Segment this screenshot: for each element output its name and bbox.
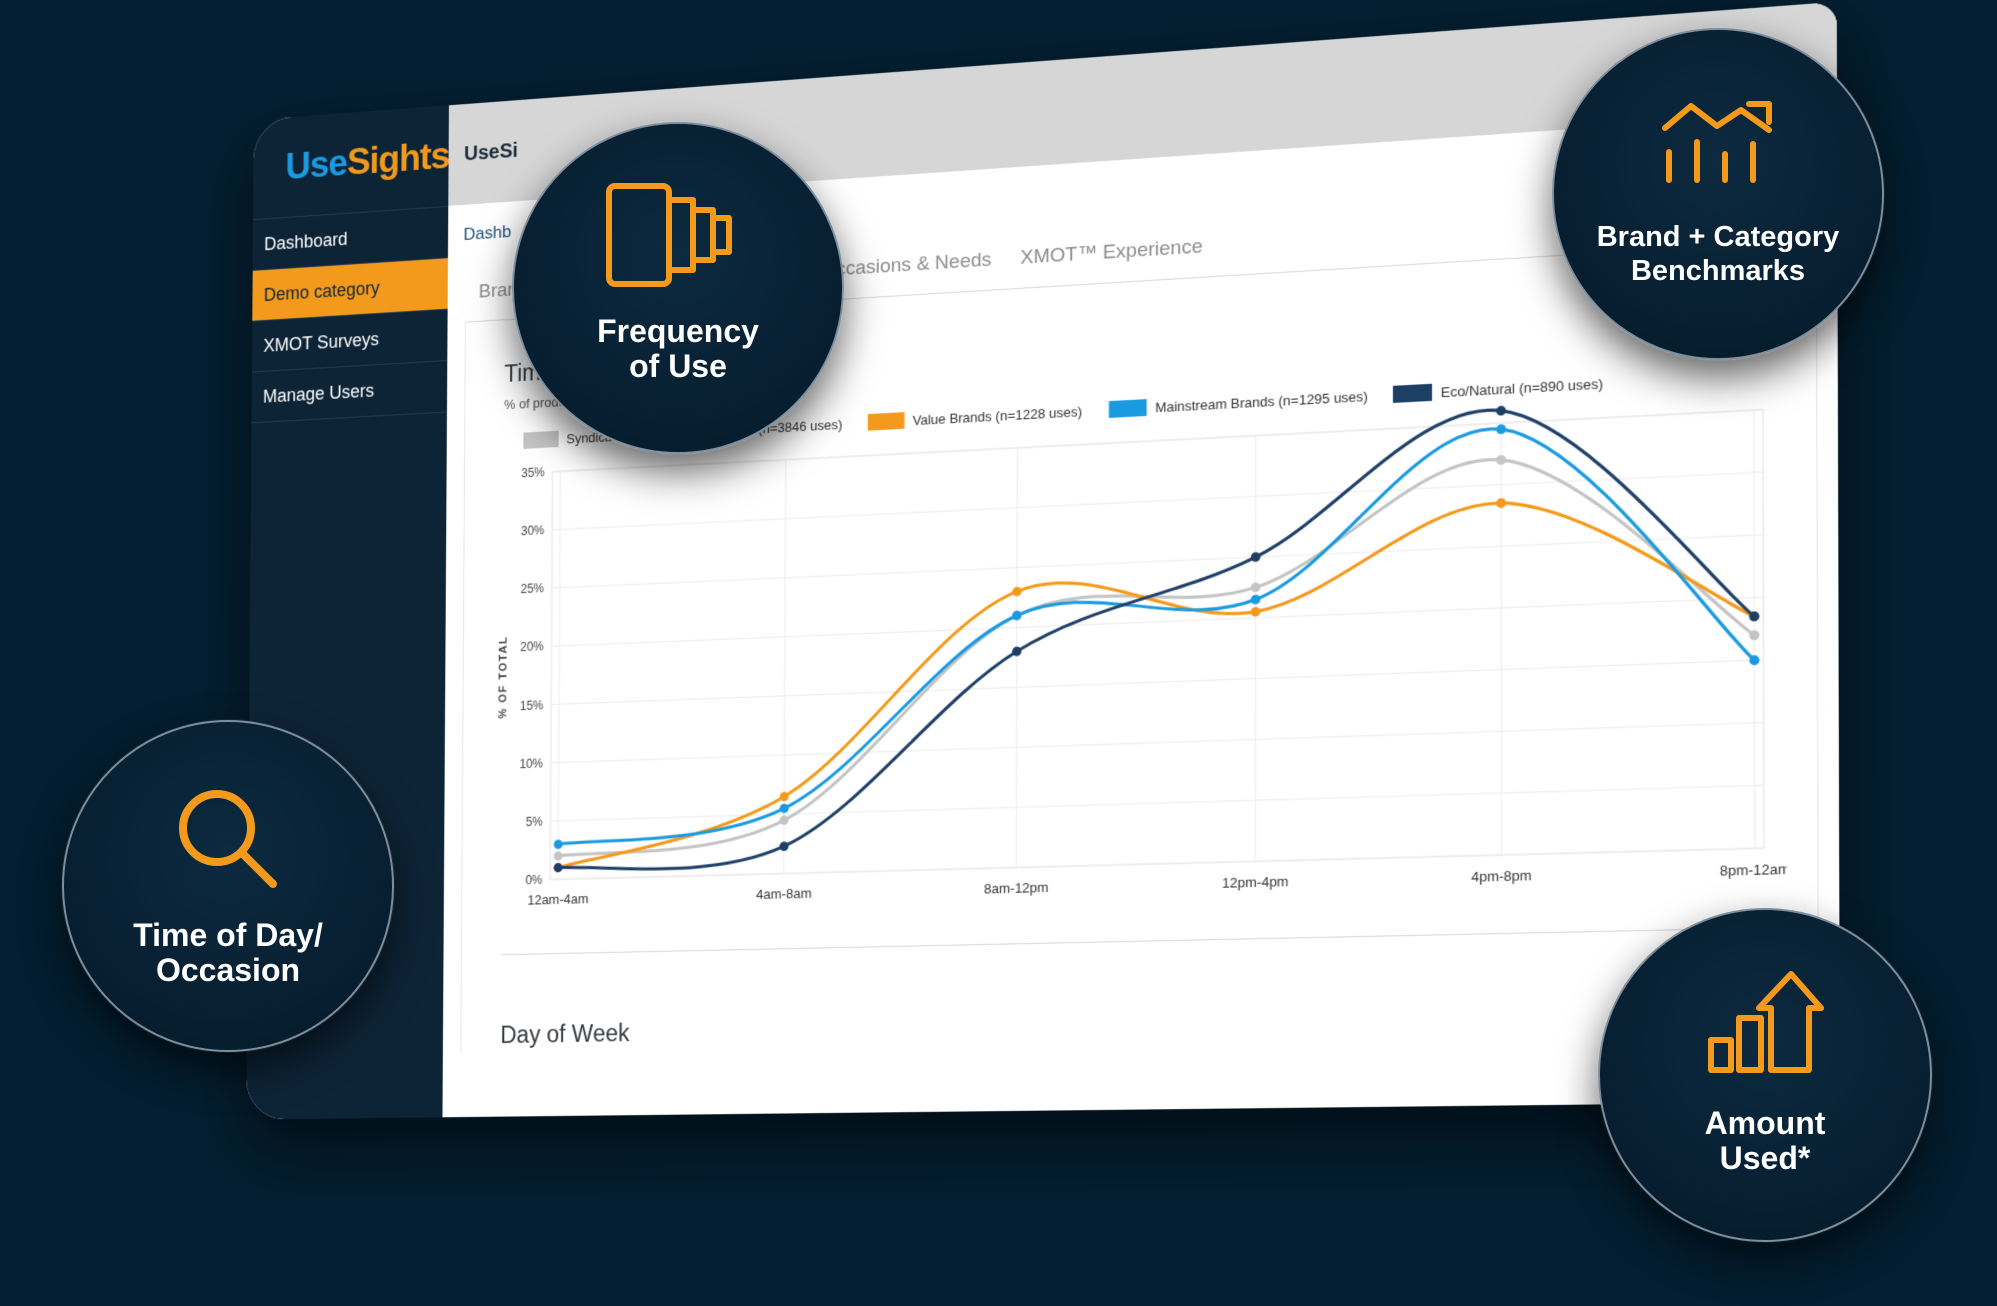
data-point — [780, 792, 789, 802]
y-tick-label: 10% — [519, 756, 543, 771]
day-of-week-title: Day of Week — [500, 1019, 629, 1049]
growth-arrow-icon — [1705, 968, 1825, 1078]
data-point — [1496, 498, 1506, 508]
x-gridline — [1754, 410, 1755, 848]
series-line — [558, 447, 1755, 856]
legend-swatch — [1109, 399, 1147, 418]
data-point — [554, 840, 563, 849]
logo-part-use: Use — [285, 142, 347, 188]
feature-time-of-day-occasion: Time of Day/ Occasion — [62, 720, 394, 1052]
usesights-logo[interactable]: Use Sights — [253, 105, 449, 220]
data-point — [1012, 587, 1021, 597]
data-point — [1496, 424, 1506, 434]
section-divider — [501, 927, 1772, 955]
x-gridline — [558, 471, 560, 879]
data-point — [1251, 607, 1261, 617]
feature-benchmarks-label: Brand + Category Benchmarks — [1554, 220, 1882, 288]
y-gridline — [551, 660, 1763, 705]
data-point — [554, 851, 563, 860]
x-gridline — [1016, 448, 1017, 868]
feature-frequency-of-use: Frequency of Use — [512, 122, 844, 454]
y-tick-label: 5% — [526, 814, 543, 829]
legend-swatch — [868, 412, 905, 431]
data-point — [1251, 582, 1261, 592]
logo-part-sights: Sights — [347, 134, 450, 183]
y-gridline — [552, 597, 1764, 646]
y-tick-label: 25% — [521, 581, 545, 596]
x-tick-label: 8pm-12am — [1720, 861, 1787, 879]
feature-frequency-line1: Frequency — [514, 314, 842, 349]
data-point — [779, 841, 788, 851]
x-tick-label: 4am-8am — [756, 885, 811, 902]
feature-time-of-day-line1: Time of Day/ — [64, 918, 392, 953]
data-point — [1012, 611, 1021, 621]
x-tick-label: 8am-12pm — [984, 879, 1049, 896]
feature-brand-category-benchmarks: Brand + Category Benchmarks — [1552, 28, 1884, 360]
data-point — [780, 815, 789, 825]
legend-label: Eco/Natural (n=890 uses) — [1441, 376, 1603, 401]
window-title: UseSi — [464, 139, 518, 166]
legend-label: Value Brands (n=1228 uses) — [913, 404, 1082, 429]
y-tick-label: 35% — [521, 465, 545, 481]
y-gridline — [552, 535, 1763, 588]
sidebar-item-manage-users[interactable]: Manage Users — [251, 361, 447, 423]
plot-frame — [550, 410, 1764, 880]
data-point — [1496, 406, 1506, 416]
data-point — [1012, 647, 1021, 657]
data-point — [1496, 455, 1506, 465]
feature-benchmarks-line1: Brand + Category — [1554, 220, 1882, 254]
breadcrumb-dashboard[interactable]: Dashb — [463, 222, 511, 245]
feature-frequency-label: Frequency of Use — [514, 314, 842, 384]
series-line — [558, 415, 1754, 844]
y-tick-label: 20% — [520, 639, 544, 654]
y-tick-label: 30% — [521, 523, 545, 538]
data-point — [554, 863, 563, 872]
y-gridline — [551, 723, 1764, 763]
feature-amount-line1: Amount — [1600, 1106, 1930, 1141]
feature-amount-line2: Used* — [1600, 1141, 1930, 1176]
feature-time-of-day-label: Time of Day/ Occasion — [64, 918, 392, 988]
data-point — [1251, 595, 1261, 605]
data-point — [780, 804, 789, 814]
legend-swatch — [523, 431, 558, 449]
x-tick-label: 12am-4am — [527, 891, 588, 908]
feature-amount-used: Amount Used* — [1598, 908, 1932, 1242]
tab-xmot-experience[interactable]: XMOT™ Experience — [1006, 235, 1218, 271]
bar-trend-icon — [1659, 96, 1777, 186]
feature-benchmarks-line2: Benchmarks — [1554, 254, 1882, 288]
y-gridline — [551, 785, 1764, 821]
stacked-cups-icon — [603, 180, 753, 292]
feature-amount-label: Amount Used* — [1600, 1106, 1930, 1176]
y-gridline — [550, 848, 1764, 879]
legend-swatch — [1393, 384, 1432, 403]
series-line — [558, 491, 1755, 867]
x-tick-label: 4pm-8pm — [1471, 867, 1531, 885]
legend-label: Mainstream Brands (n=1295 uses) — [1155, 388, 1368, 415]
y-axis-title: % OF TOTAL — [497, 635, 509, 719]
feature-time-of-day-line2: Occasion — [64, 953, 392, 988]
search-icon — [173, 784, 283, 894]
y-tick-label: 15% — [520, 698, 544, 713]
y-tick-label: 0% — [525, 873, 542, 888]
feature-frequency-line2: of Use — [514, 349, 842, 384]
data-point — [1251, 552, 1261, 562]
x-tick-label: 12pm-4pm — [1222, 873, 1288, 891]
